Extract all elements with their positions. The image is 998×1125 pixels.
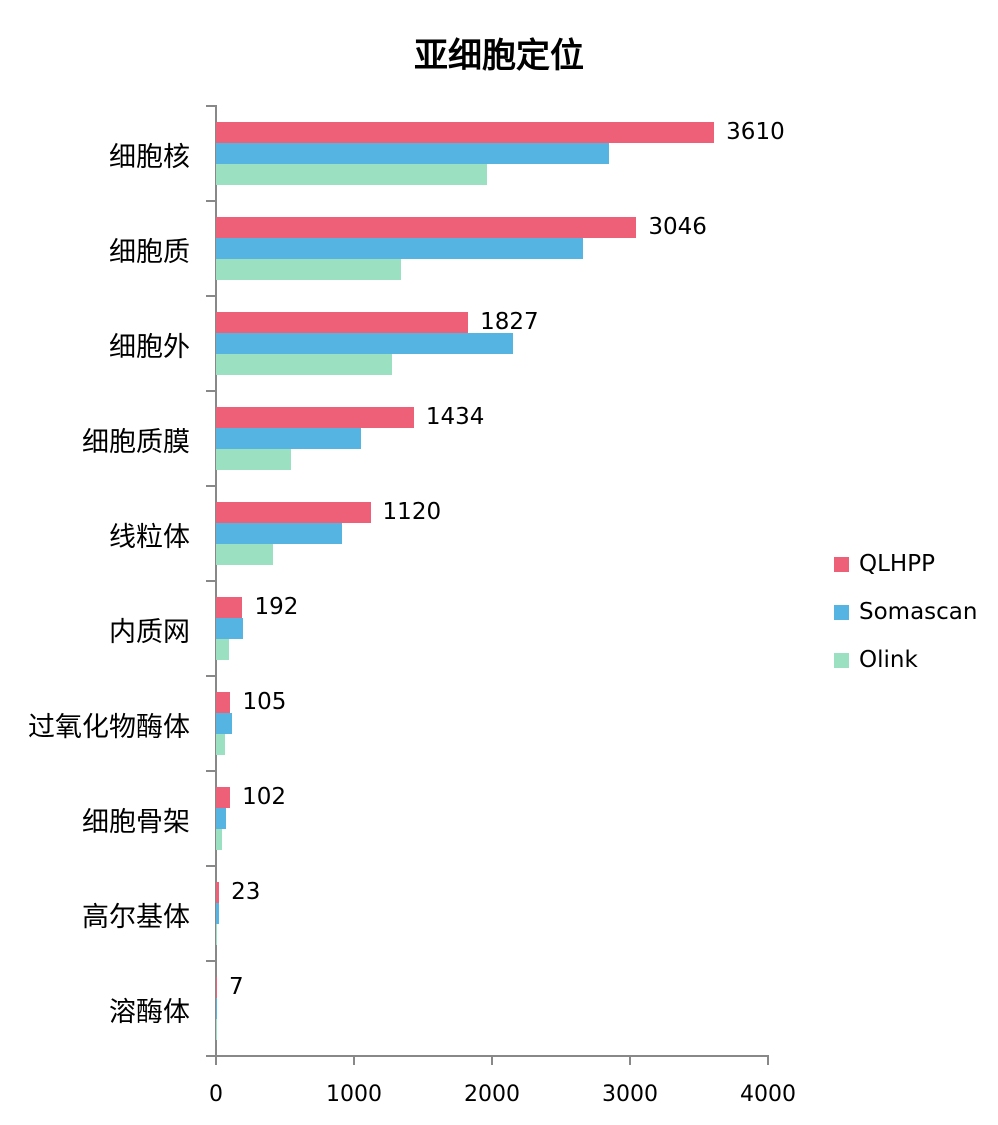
data-label: 7: [228, 974, 244, 1000]
bar-somascan: [216, 903, 220, 924]
y-tick: [206, 580, 216, 582]
bar-somascan: [216, 713, 233, 734]
bar-olink: [216, 829, 223, 850]
legend-item-olink: Olink: [834, 636, 977, 684]
data-label: 1434: [425, 404, 485, 430]
y-tick: [206, 1055, 216, 1057]
x-tick: [767, 1055, 769, 1065]
bar-qlhpp: [216, 312, 469, 333]
legend-swatch-icon: [834, 652, 849, 668]
data-label: 23: [231, 879, 261, 905]
bar-qlhpp: [216, 217, 637, 238]
x-tick-label: 2000: [464, 1082, 520, 1107]
bar-olink: [216, 544, 274, 565]
y-tick: [206, 200, 216, 202]
bar-qlhpp: [216, 502, 371, 523]
bar-olink: [216, 354, 392, 375]
bar-olink: [216, 164, 488, 185]
category-label: 溶酶体: [109, 997, 190, 1028]
legend-label: QLHPP: [859, 551, 935, 577]
data-label: 1120: [382, 499, 442, 525]
bar-qlhpp: [216, 977, 217, 998]
legend-label: Somascan: [859, 599, 978, 625]
legend-item-somascan: Somascan: [834, 588, 977, 636]
y-tick: [206, 770, 216, 772]
data-label: 192: [254, 594, 299, 620]
bar-somascan: [216, 143, 610, 164]
category-label: 细胞质: [109, 237, 190, 268]
bar-olink: [216, 639, 230, 660]
bar-olink: [216, 449, 291, 470]
chart-title: 亚细胞定位: [414, 36, 584, 76]
y-tick: [206, 295, 216, 297]
category-label: 细胞骨架: [82, 807, 190, 838]
data-label: 1827: [480, 309, 539, 335]
data-label: 3046: [648, 214, 707, 240]
category-label: 高尔基体: [82, 902, 190, 933]
category-label: 细胞质膜: [82, 427, 190, 458]
legend: QLHPP Somascan Olink: [834, 540, 977, 684]
bar-qlhpp: [216, 122, 715, 143]
legend-label: Olink: [859, 647, 918, 673]
bar-somascan: [216, 428, 361, 449]
x-tick: [629, 1055, 631, 1065]
x-tick-label: 1000: [326, 1082, 382, 1107]
bar-qlhpp: [216, 692, 231, 713]
y-tick: [206, 390, 216, 392]
bar-olink: [216, 734, 225, 755]
y-tick: [206, 105, 216, 107]
x-tick-label: 3000: [602, 1082, 658, 1107]
legend-swatch-icon: [834, 604, 849, 620]
category-label: 细胞核: [109, 142, 190, 173]
data-label: 102: [242, 784, 286, 810]
bar-somascan: [216, 523, 342, 544]
x-tick-label: 0: [209, 1082, 223, 1107]
y-tick: [206, 865, 216, 867]
category-label: 线粒体: [109, 522, 190, 553]
y-tick: [206, 675, 216, 677]
x-tick: [215, 1055, 217, 1065]
y-axis: [215, 105, 217, 1055]
category-label: 细胞外: [109, 332, 190, 363]
x-tick: [491, 1055, 493, 1065]
y-tick: [206, 485, 216, 487]
bar-somascan: [216, 808, 226, 829]
data-label: 3610: [726, 119, 785, 145]
bar-somascan: [216, 333, 513, 354]
category-label: 过氧化物酶体: [28, 712, 190, 743]
bar-qlhpp: [216, 787, 231, 808]
data-label: 105: [242, 689, 287, 715]
bar-qlhpp: [216, 882, 220, 903]
bar-qlhpp: [216, 407, 414, 428]
x-tick: [353, 1055, 355, 1065]
bar-somascan: [216, 618, 243, 639]
legend-swatch-icon: [834, 556, 849, 572]
x-tick-label: 4000: [740, 1082, 796, 1107]
bar-somascan: [216, 238, 584, 259]
category-label: 内质网: [109, 617, 190, 648]
bar-qlhpp: [216, 597, 243, 618]
bar-olink: [216, 259, 401, 280]
legend-item-qlhpp: QLHPP: [834, 540, 977, 588]
y-tick: [206, 960, 216, 962]
